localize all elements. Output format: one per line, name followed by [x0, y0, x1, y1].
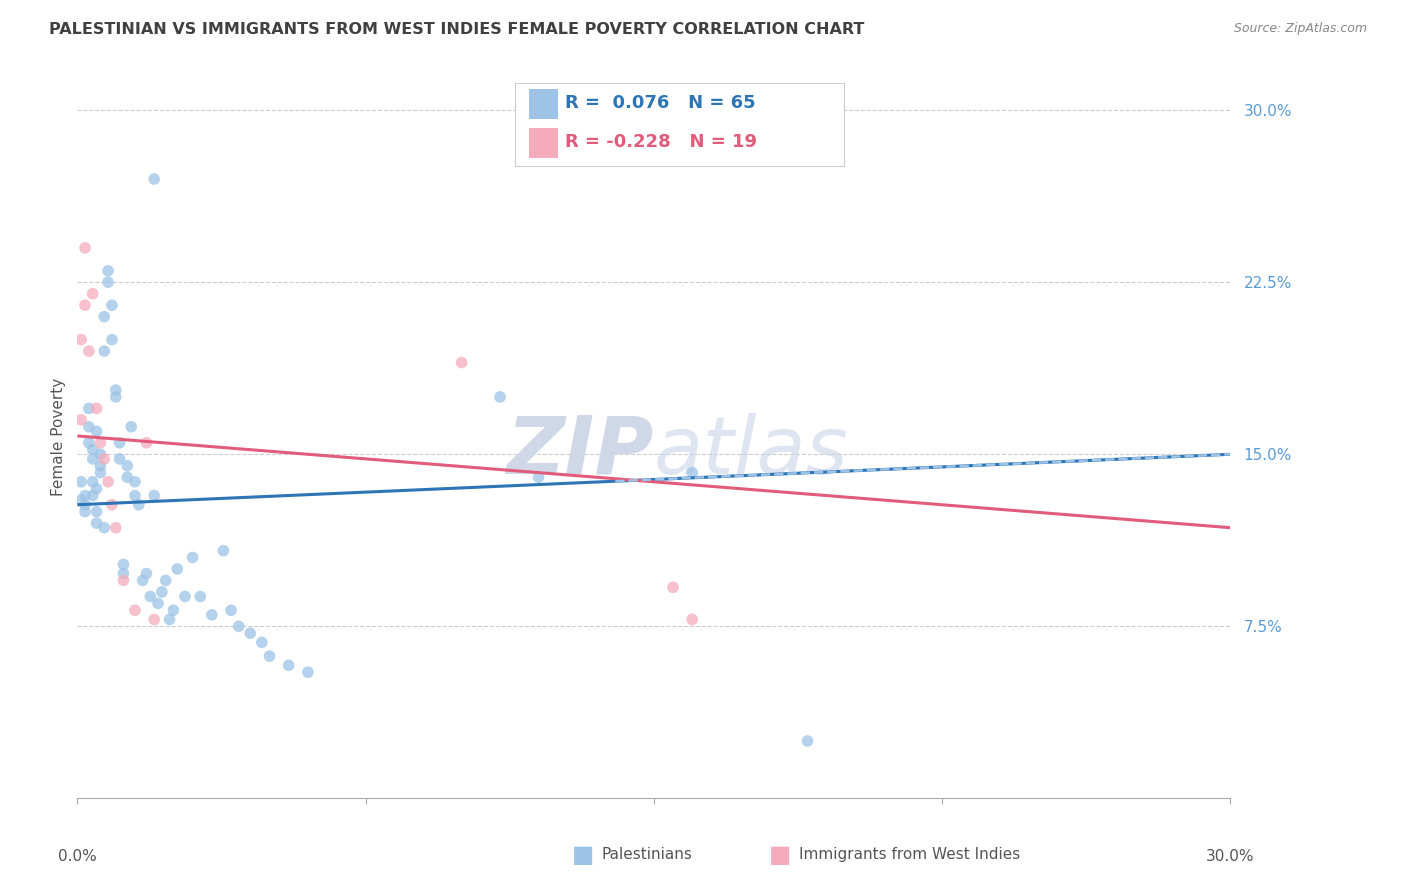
- Point: [228, 619, 250, 633]
- Point: [135, 435, 157, 450]
- Point: [93, 310, 115, 324]
- Point: [131, 574, 153, 588]
- Point: [681, 612, 703, 626]
- Point: [89, 447, 111, 461]
- Point: [97, 275, 120, 289]
- Point: [489, 390, 512, 404]
- Point: [104, 390, 127, 404]
- Point: [70, 333, 93, 347]
- Point: [150, 585, 173, 599]
- Point: [101, 298, 124, 312]
- Text: ■: ■: [572, 843, 595, 866]
- Point: [77, 435, 100, 450]
- Point: [159, 612, 181, 626]
- Point: [117, 470, 139, 484]
- Point: [112, 574, 135, 588]
- Point: [212, 543, 235, 558]
- Point: [155, 574, 177, 588]
- Point: [82, 442, 104, 457]
- Point: [662, 580, 685, 594]
- Text: atlas: atlas: [654, 412, 849, 491]
- Point: [77, 344, 100, 359]
- Text: ■: ■: [769, 843, 792, 866]
- Point: [82, 286, 104, 301]
- Point: [174, 590, 197, 604]
- Point: [70, 475, 93, 489]
- Point: [73, 498, 96, 512]
- Point: [86, 425, 108, 439]
- Point: [101, 333, 124, 347]
- Point: [135, 566, 157, 581]
- Point: [143, 172, 166, 186]
- Point: [128, 498, 150, 512]
- Point: [112, 566, 135, 581]
- Point: [89, 458, 111, 473]
- Point: [73, 505, 96, 519]
- Text: Source: ZipAtlas.com: Source: ZipAtlas.com: [1233, 22, 1367, 36]
- Point: [73, 298, 96, 312]
- Point: [86, 505, 108, 519]
- Point: [86, 516, 108, 530]
- Point: [143, 489, 166, 503]
- Point: [146, 596, 169, 610]
- Point: [93, 451, 115, 466]
- Point: [219, 603, 242, 617]
- Point: [86, 401, 108, 416]
- Point: [70, 493, 93, 508]
- Point: [143, 612, 166, 626]
- Point: [108, 451, 131, 466]
- Point: [86, 482, 108, 496]
- Point: [124, 603, 146, 617]
- Point: [181, 550, 204, 565]
- Point: [297, 665, 319, 680]
- Point: [104, 521, 127, 535]
- Text: Palestinians: Palestinians: [602, 847, 693, 862]
- Text: 0.0%: 0.0%: [58, 849, 97, 863]
- Point: [112, 558, 135, 572]
- Point: [527, 470, 550, 484]
- Point: [277, 658, 299, 673]
- Point: [93, 521, 115, 535]
- Point: [108, 435, 131, 450]
- Point: [73, 241, 96, 255]
- Point: [681, 466, 703, 480]
- Point: [73, 489, 96, 503]
- Point: [82, 451, 104, 466]
- Point: [162, 603, 184, 617]
- Y-axis label: Female Poverty: Female Poverty: [51, 378, 66, 496]
- Point: [82, 475, 104, 489]
- Text: ZIP: ZIP: [506, 412, 654, 491]
- Text: 30.0%: 30.0%: [1206, 849, 1254, 863]
- Point: [124, 475, 146, 489]
- Point: [250, 635, 273, 649]
- Point: [796, 734, 818, 748]
- Point: [450, 355, 472, 369]
- Point: [97, 475, 120, 489]
- Point: [117, 458, 139, 473]
- Point: [166, 562, 188, 576]
- Point: [201, 607, 224, 622]
- Point: [259, 649, 281, 664]
- Point: [89, 435, 111, 450]
- Point: [120, 419, 142, 434]
- Point: [89, 466, 111, 480]
- Text: PALESTINIAN VS IMMIGRANTS FROM WEST INDIES FEMALE POVERTY CORRELATION CHART: PALESTINIAN VS IMMIGRANTS FROM WEST INDI…: [49, 22, 865, 37]
- Point: [97, 264, 120, 278]
- Point: [104, 383, 127, 397]
- Point: [139, 590, 162, 604]
- Text: Immigrants from West Indies: Immigrants from West Indies: [799, 847, 1019, 862]
- Point: [239, 626, 262, 640]
- Point: [124, 489, 146, 503]
- Point: [93, 344, 115, 359]
- Point: [82, 489, 104, 503]
- Point: [77, 401, 100, 416]
- Point: [70, 413, 93, 427]
- Point: [101, 498, 124, 512]
- Point: [188, 590, 211, 604]
- Point: [77, 419, 100, 434]
